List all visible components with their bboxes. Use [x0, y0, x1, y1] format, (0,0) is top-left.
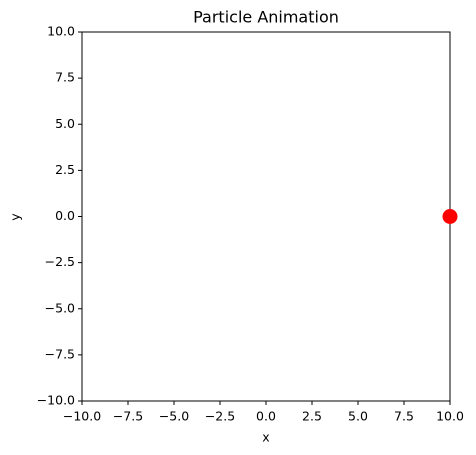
x-tick-label: 5.0: [348, 409, 368, 424]
y-tick-label: −7.5: [45, 346, 75, 361]
y-tick-label: 2.5: [55, 162, 75, 177]
x-tick-label: 10.0: [436, 409, 464, 424]
y-tick-label: −5.0: [45, 300, 75, 315]
y-tick-label: 10.0: [47, 24, 75, 39]
x-tick-label: −10.0: [63, 409, 101, 424]
x-tick-label: −5.0: [159, 409, 189, 424]
plot-frame: [81, 31, 451, 402]
particle: [442, 209, 458, 224]
x-axis-label: x: [262, 430, 269, 445]
x-tick-label: 2.5: [302, 409, 322, 424]
y-tick-label: 0.0: [55, 208, 75, 223]
y-tick-label: −10.0: [37, 393, 75, 408]
chart-title: Particle Animation: [193, 8, 339, 27]
x-tick-label: 7.5: [394, 409, 414, 424]
y-axis-label: y: [8, 213, 23, 221]
y-tick-label: −2.5: [45, 254, 75, 269]
x-tick-label: −2.5: [205, 409, 235, 424]
y-tick-label: 5.0: [55, 116, 75, 131]
y-tick-label: 7.5: [55, 70, 75, 85]
x-tick-label: −7.5: [113, 409, 143, 424]
x-tick-label: 0.0: [256, 409, 276, 424]
